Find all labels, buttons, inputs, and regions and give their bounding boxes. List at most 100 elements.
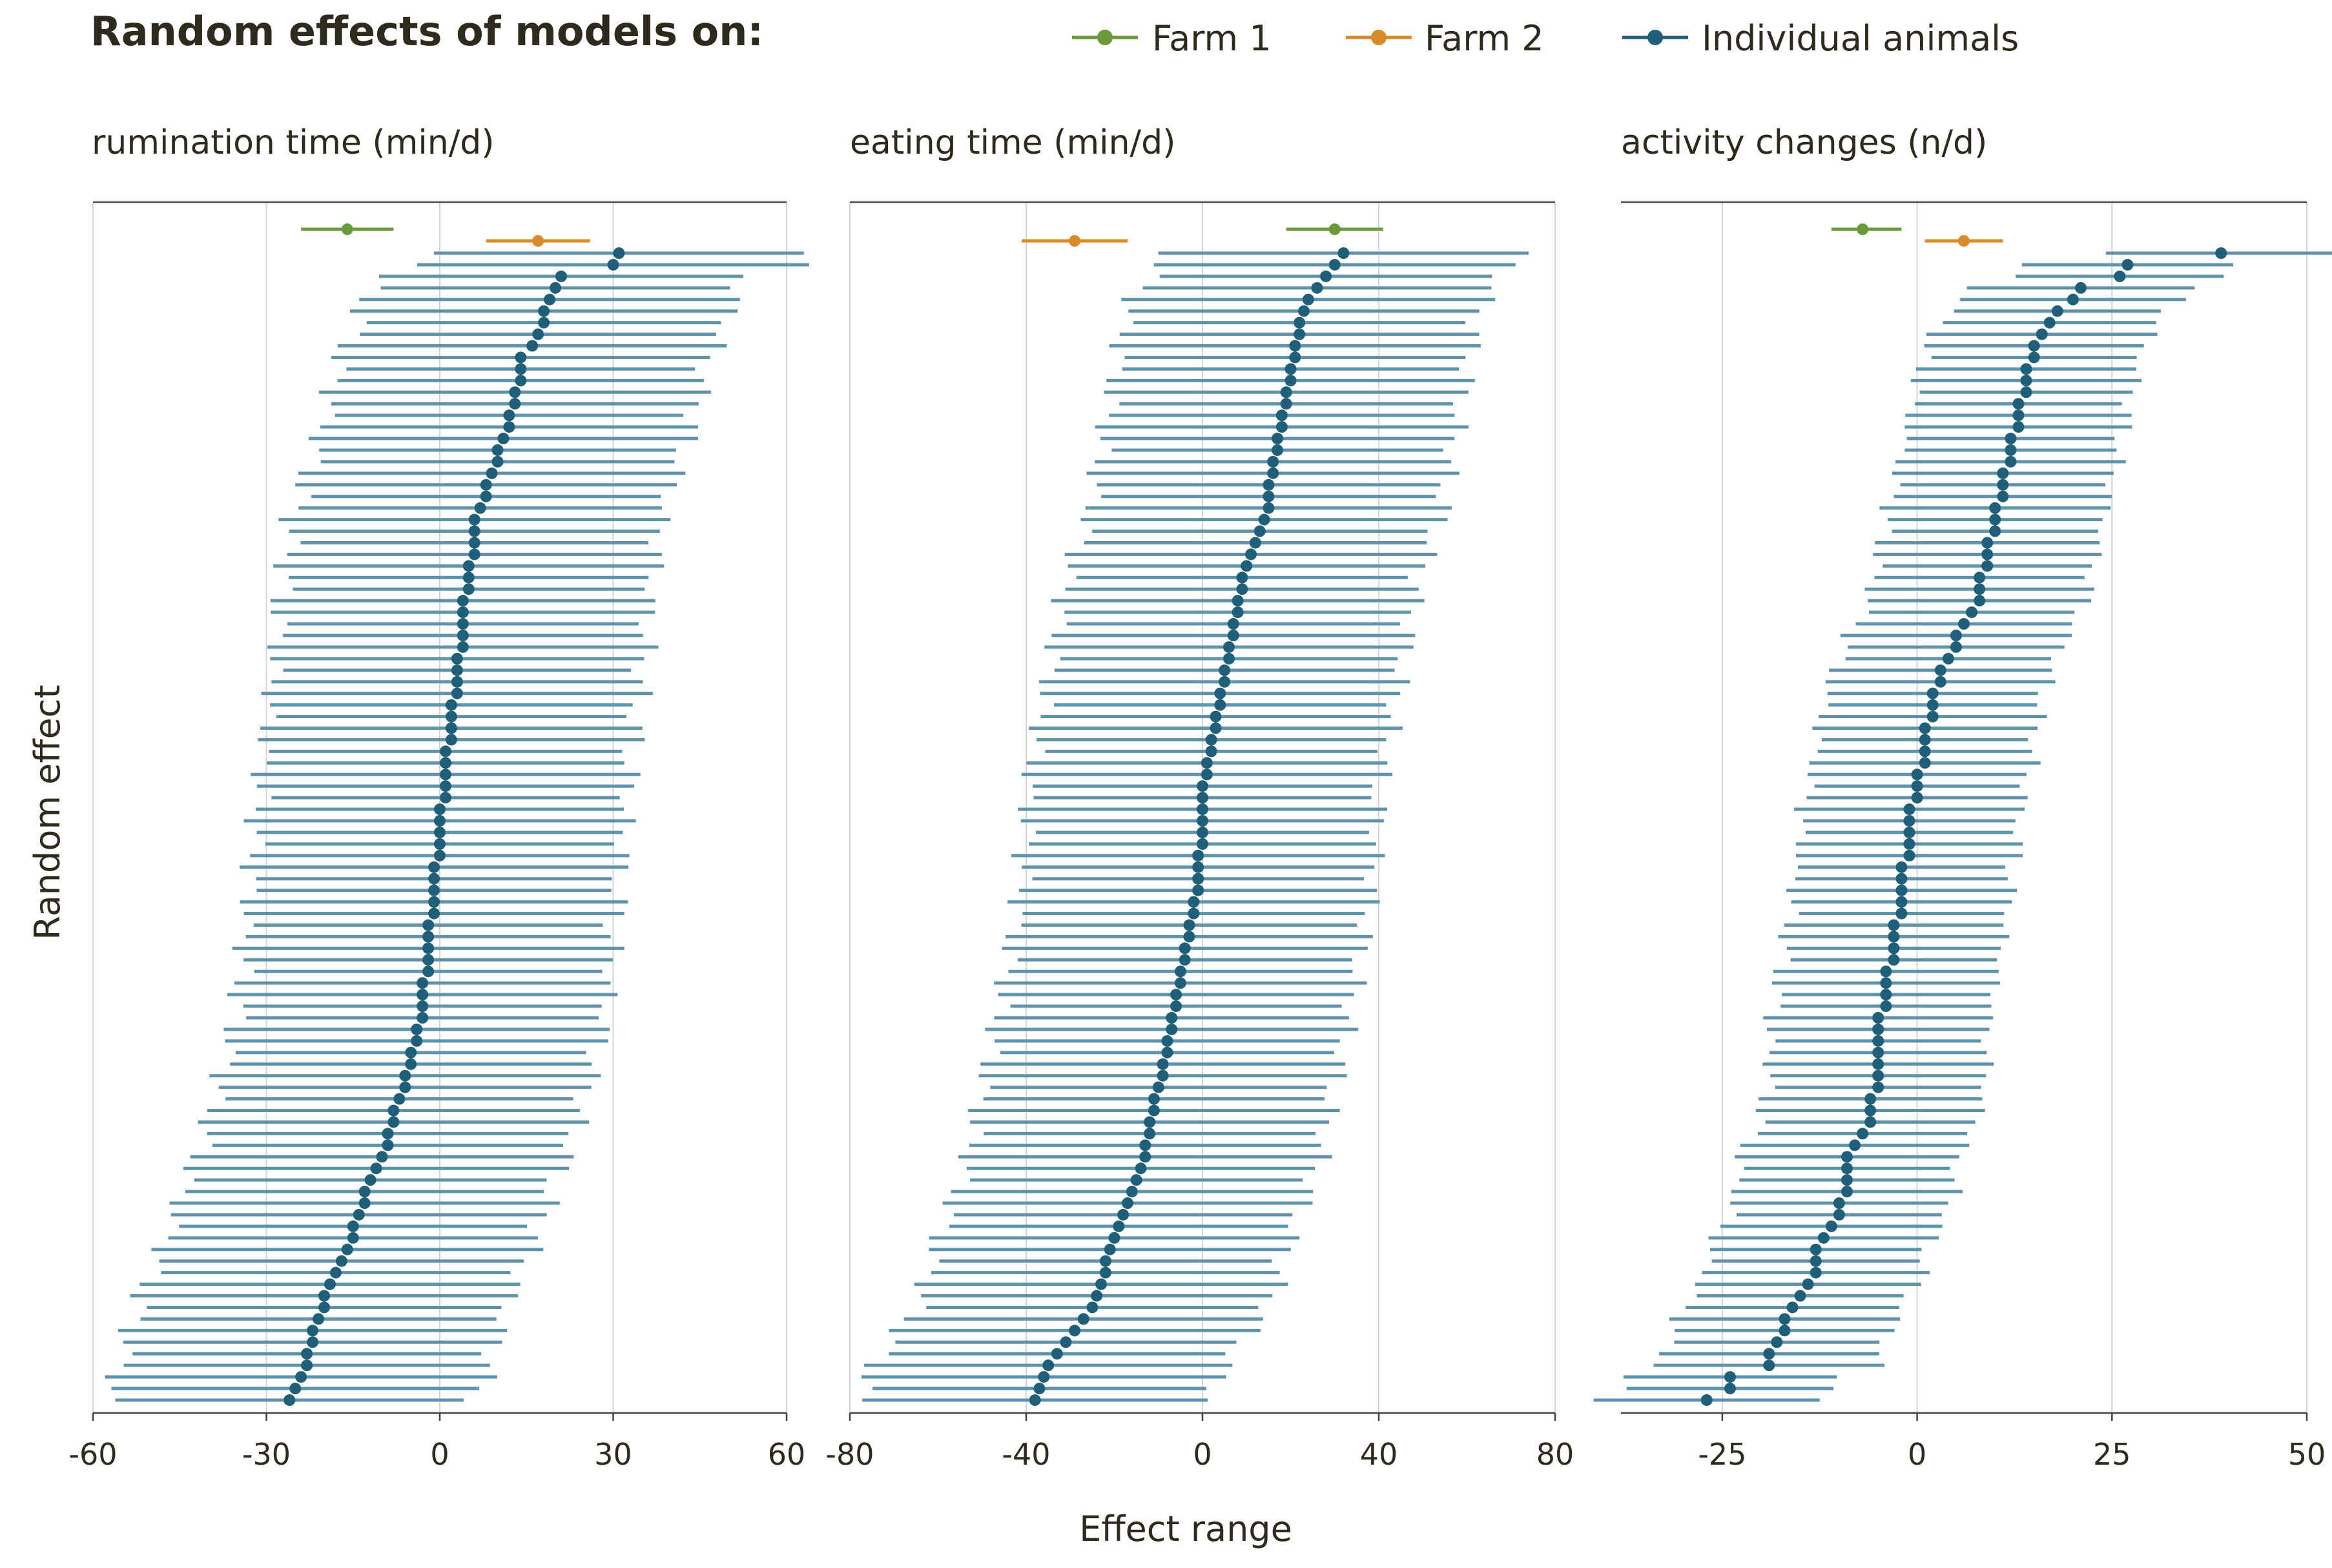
panel-eating: -80 -40 0 40 80 [825, 201, 1574, 1472]
animal-point [1214, 699, 1226, 711]
animal-point [1069, 1325, 1081, 1337]
animal-point [2121, 258, 2134, 271]
animal-point [1810, 1255, 1822, 1267]
animal-point [474, 502, 486, 514]
animal-point [1926, 710, 1939, 723]
animal-point [2012, 421, 2025, 433]
animal-point [1095, 1278, 1108, 1290]
animal-point [1825, 1220, 1837, 1232]
animal-point [341, 1243, 353, 1255]
x-tick-label: -40 [1002, 1437, 1050, 1472]
animal-point [497, 433, 510, 445]
animal-point [1144, 1128, 1156, 1140]
animal-point [1272, 444, 1284, 456]
x-tick-label: 0 [430, 1437, 449, 1472]
x-tick-label: 0 [1193, 1437, 1212, 1472]
animal-point [1872, 1023, 1884, 1035]
animal-point [613, 247, 625, 259]
animal-point [1174, 977, 1186, 989]
animal-point [1275, 409, 1288, 422]
animal-point [1121, 1197, 1133, 1210]
animal-point [1029, 1394, 1041, 1406]
animal-point [417, 1012, 429, 1024]
animal-point [1919, 722, 1931, 734]
animal-point [457, 630, 469, 641]
animal-point [1880, 965, 1892, 978]
animal-point [1183, 919, 1195, 931]
farm2-point [1958, 235, 1970, 247]
animal-point [1864, 1116, 1877, 1128]
animal-point [1099, 1266, 1111, 1279]
animal-point [1232, 606, 1244, 619]
animal-point [1880, 1000, 1892, 1013]
animal-point [422, 942, 435, 954]
animal-point [1724, 1383, 1736, 1395]
animal-point [1197, 780, 1208, 792]
animal-point [451, 676, 463, 688]
animal-point [1267, 467, 1279, 479]
animal-point [353, 1208, 365, 1221]
animal-point [1219, 664, 1231, 676]
animal-point [1245, 548, 1257, 561]
animal-point [2075, 282, 2087, 294]
animal-point [1833, 1197, 1845, 1210]
animal-point [1763, 1359, 1775, 1372]
animal-point [411, 1035, 423, 1047]
animal-point [1895, 861, 1908, 873]
animal-point [428, 861, 440, 873]
animal-point [1104, 1243, 1116, 1255]
animal-point [1888, 919, 1900, 931]
animal-point [1077, 1313, 1089, 1325]
animal-point [289, 1383, 302, 1395]
animal-point [417, 977, 429, 989]
animal-point [1911, 780, 1923, 792]
animal-point [1051, 1348, 1063, 1360]
animal-point [1903, 849, 1915, 861]
animal-point [1294, 316, 1306, 329]
animal-point [1903, 826, 1915, 838]
animal-point [1280, 386, 1292, 398]
animal-point [1060, 1336, 1072, 1348]
animal-point [1919, 734, 1931, 746]
legend-dot-animals [1647, 30, 1663, 45]
panel-activity: -25 0 25 50 [1593, 201, 2332, 1472]
animal-point [1997, 490, 2009, 502]
animal-point [457, 618, 469, 630]
animal-point [1833, 1208, 1845, 1221]
panel-title-eating: eating time (min/d) [850, 123, 1175, 162]
animal-point [1148, 1104, 1160, 1117]
animal-point [399, 1081, 411, 1093]
animal-point [451, 687, 463, 699]
animal-point [1934, 676, 1946, 688]
x-tick-label: 30 [594, 1437, 632, 1472]
animal-point [1179, 954, 1191, 966]
animal-point [1311, 282, 1323, 294]
animal-point [1263, 490, 1275, 502]
animal-point [2215, 247, 2227, 259]
animal-point [491, 455, 504, 468]
animal-point [1872, 1081, 1884, 1093]
farm2-point [1069, 235, 1081, 247]
animal-point [1888, 942, 1900, 954]
animal-point [405, 1058, 417, 1070]
animal-point [2067, 293, 2079, 305]
animal-point [2012, 398, 2025, 410]
animal-point [1179, 942, 1191, 954]
animal-point [1802, 1278, 1814, 1290]
animal-point [1139, 1139, 1151, 1151]
animal-point [1223, 641, 1235, 653]
animal-point [1763, 1348, 1775, 1360]
animal-point [445, 722, 457, 734]
animal-point [2028, 351, 2040, 364]
animal-point [515, 351, 527, 364]
animal-point [1888, 931, 1900, 943]
farm1-point [341, 223, 353, 235]
animal-point [451, 652, 463, 665]
animal-point [1254, 525, 1266, 537]
animal-point [387, 1116, 400, 1128]
animal-point [1810, 1243, 1822, 1255]
animal-point [1144, 1116, 1156, 1128]
animal-point [1895, 907, 1908, 920]
animal-point [1192, 884, 1204, 896]
animal-point [1258, 513, 1270, 526]
